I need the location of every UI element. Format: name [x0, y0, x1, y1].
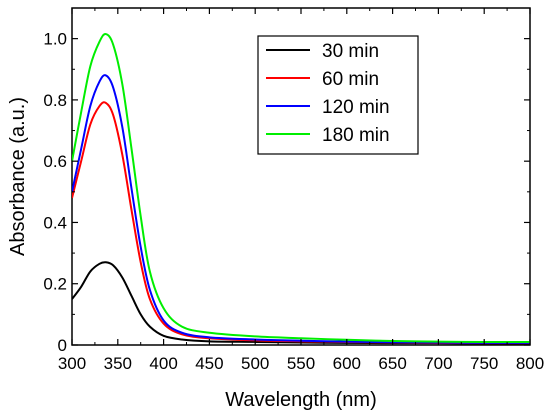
y-tick-label: 0.8 [43, 91, 67, 110]
legend-label: 120 min [322, 97, 390, 118]
y-tick-label: 0.2 [43, 275, 67, 294]
x-tick-label: 350 [104, 354, 132, 373]
x-tick-label: 500 [241, 354, 269, 373]
x-tick-label: 700 [424, 354, 452, 373]
legend-label: 180 min [322, 125, 390, 146]
x-tick-label: 300 [58, 354, 86, 373]
series-line-120-min [72, 74, 530, 344]
x-tick-label: 600 [333, 354, 361, 373]
series-line-30-min [72, 261, 530, 345]
x-tick-label: 450 [195, 354, 223, 373]
y-tick-label: 0.4 [43, 213, 67, 232]
y-tick-label: 0.6 [43, 152, 67, 171]
x-tick-label: 550 [287, 354, 315, 373]
series-line-180-min [72, 33, 530, 343]
x-tick-label: 650 [378, 354, 406, 373]
x-tick-label: 400 [149, 354, 177, 373]
legend-label: 60 min [322, 69, 379, 90]
y-tick-label: 0 [58, 336, 67, 355]
y-tick-label: 1.0 [43, 30, 67, 49]
legend-label: 30 min [322, 41, 379, 62]
x-tick-label: 750 [470, 354, 498, 373]
x-tick-label: 800 [516, 354, 544, 373]
x-axis-title: Wavelength (nm) [225, 389, 377, 411]
y-axis-title: Absorbance (a.u.) [7, 97, 29, 256]
